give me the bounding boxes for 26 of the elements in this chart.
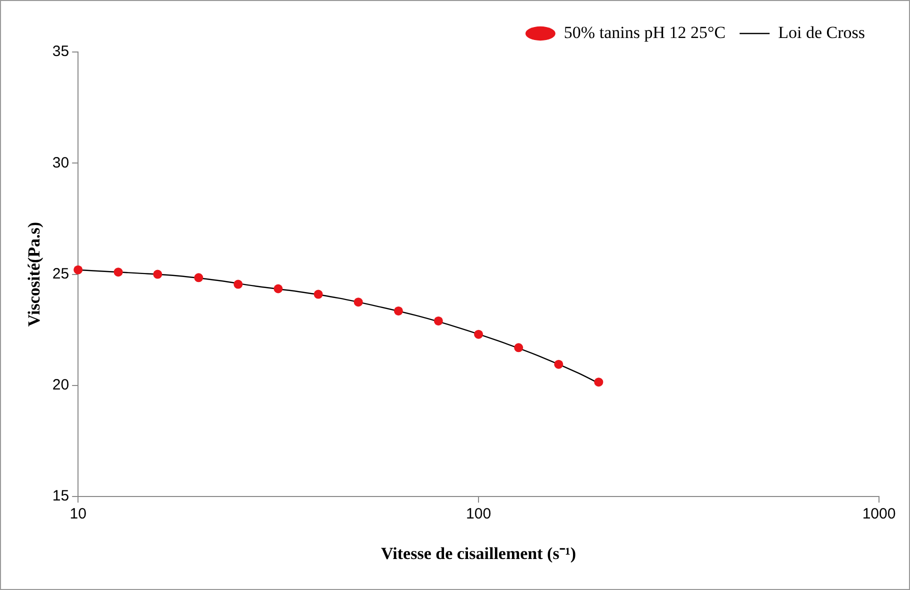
legend-label: Loi de Cross (778, 22, 866, 42)
point (474, 330, 484, 339)
point (234, 280, 243, 289)
x-tick-label: 1000 (862, 506, 896, 523)
point (554, 360, 564, 369)
point (274, 284, 283, 294)
x-axis-title: Vitesse de cisaillement (s⁻¹) (381, 544, 576, 564)
point (74, 265, 83, 274)
point (114, 268, 123, 277)
point (594, 378, 604, 387)
point (354, 298, 363, 307)
x-tick-label: 10 (70, 506, 86, 523)
y-tick-label: 30 (52, 154, 70, 172)
x-tick-label: 100 (466, 506, 492, 523)
point (194, 273, 204, 282)
point (514, 343, 524, 352)
y-tick-label: 20 (52, 376, 70, 394)
y-axis-title: Viscosité(Pa.s) (24, 222, 44, 327)
point (394, 306, 403, 316)
point (314, 290, 323, 299)
y-tick-label: 25 (52, 265, 70, 282)
point (153, 270, 162, 279)
y-tick-label: 35 (52, 43, 70, 60)
y-tick-label: 15 (52, 488, 70, 505)
legend-label: 50% tanins pH 12 25°C (564, 22, 726, 42)
point (434, 316, 443, 326)
